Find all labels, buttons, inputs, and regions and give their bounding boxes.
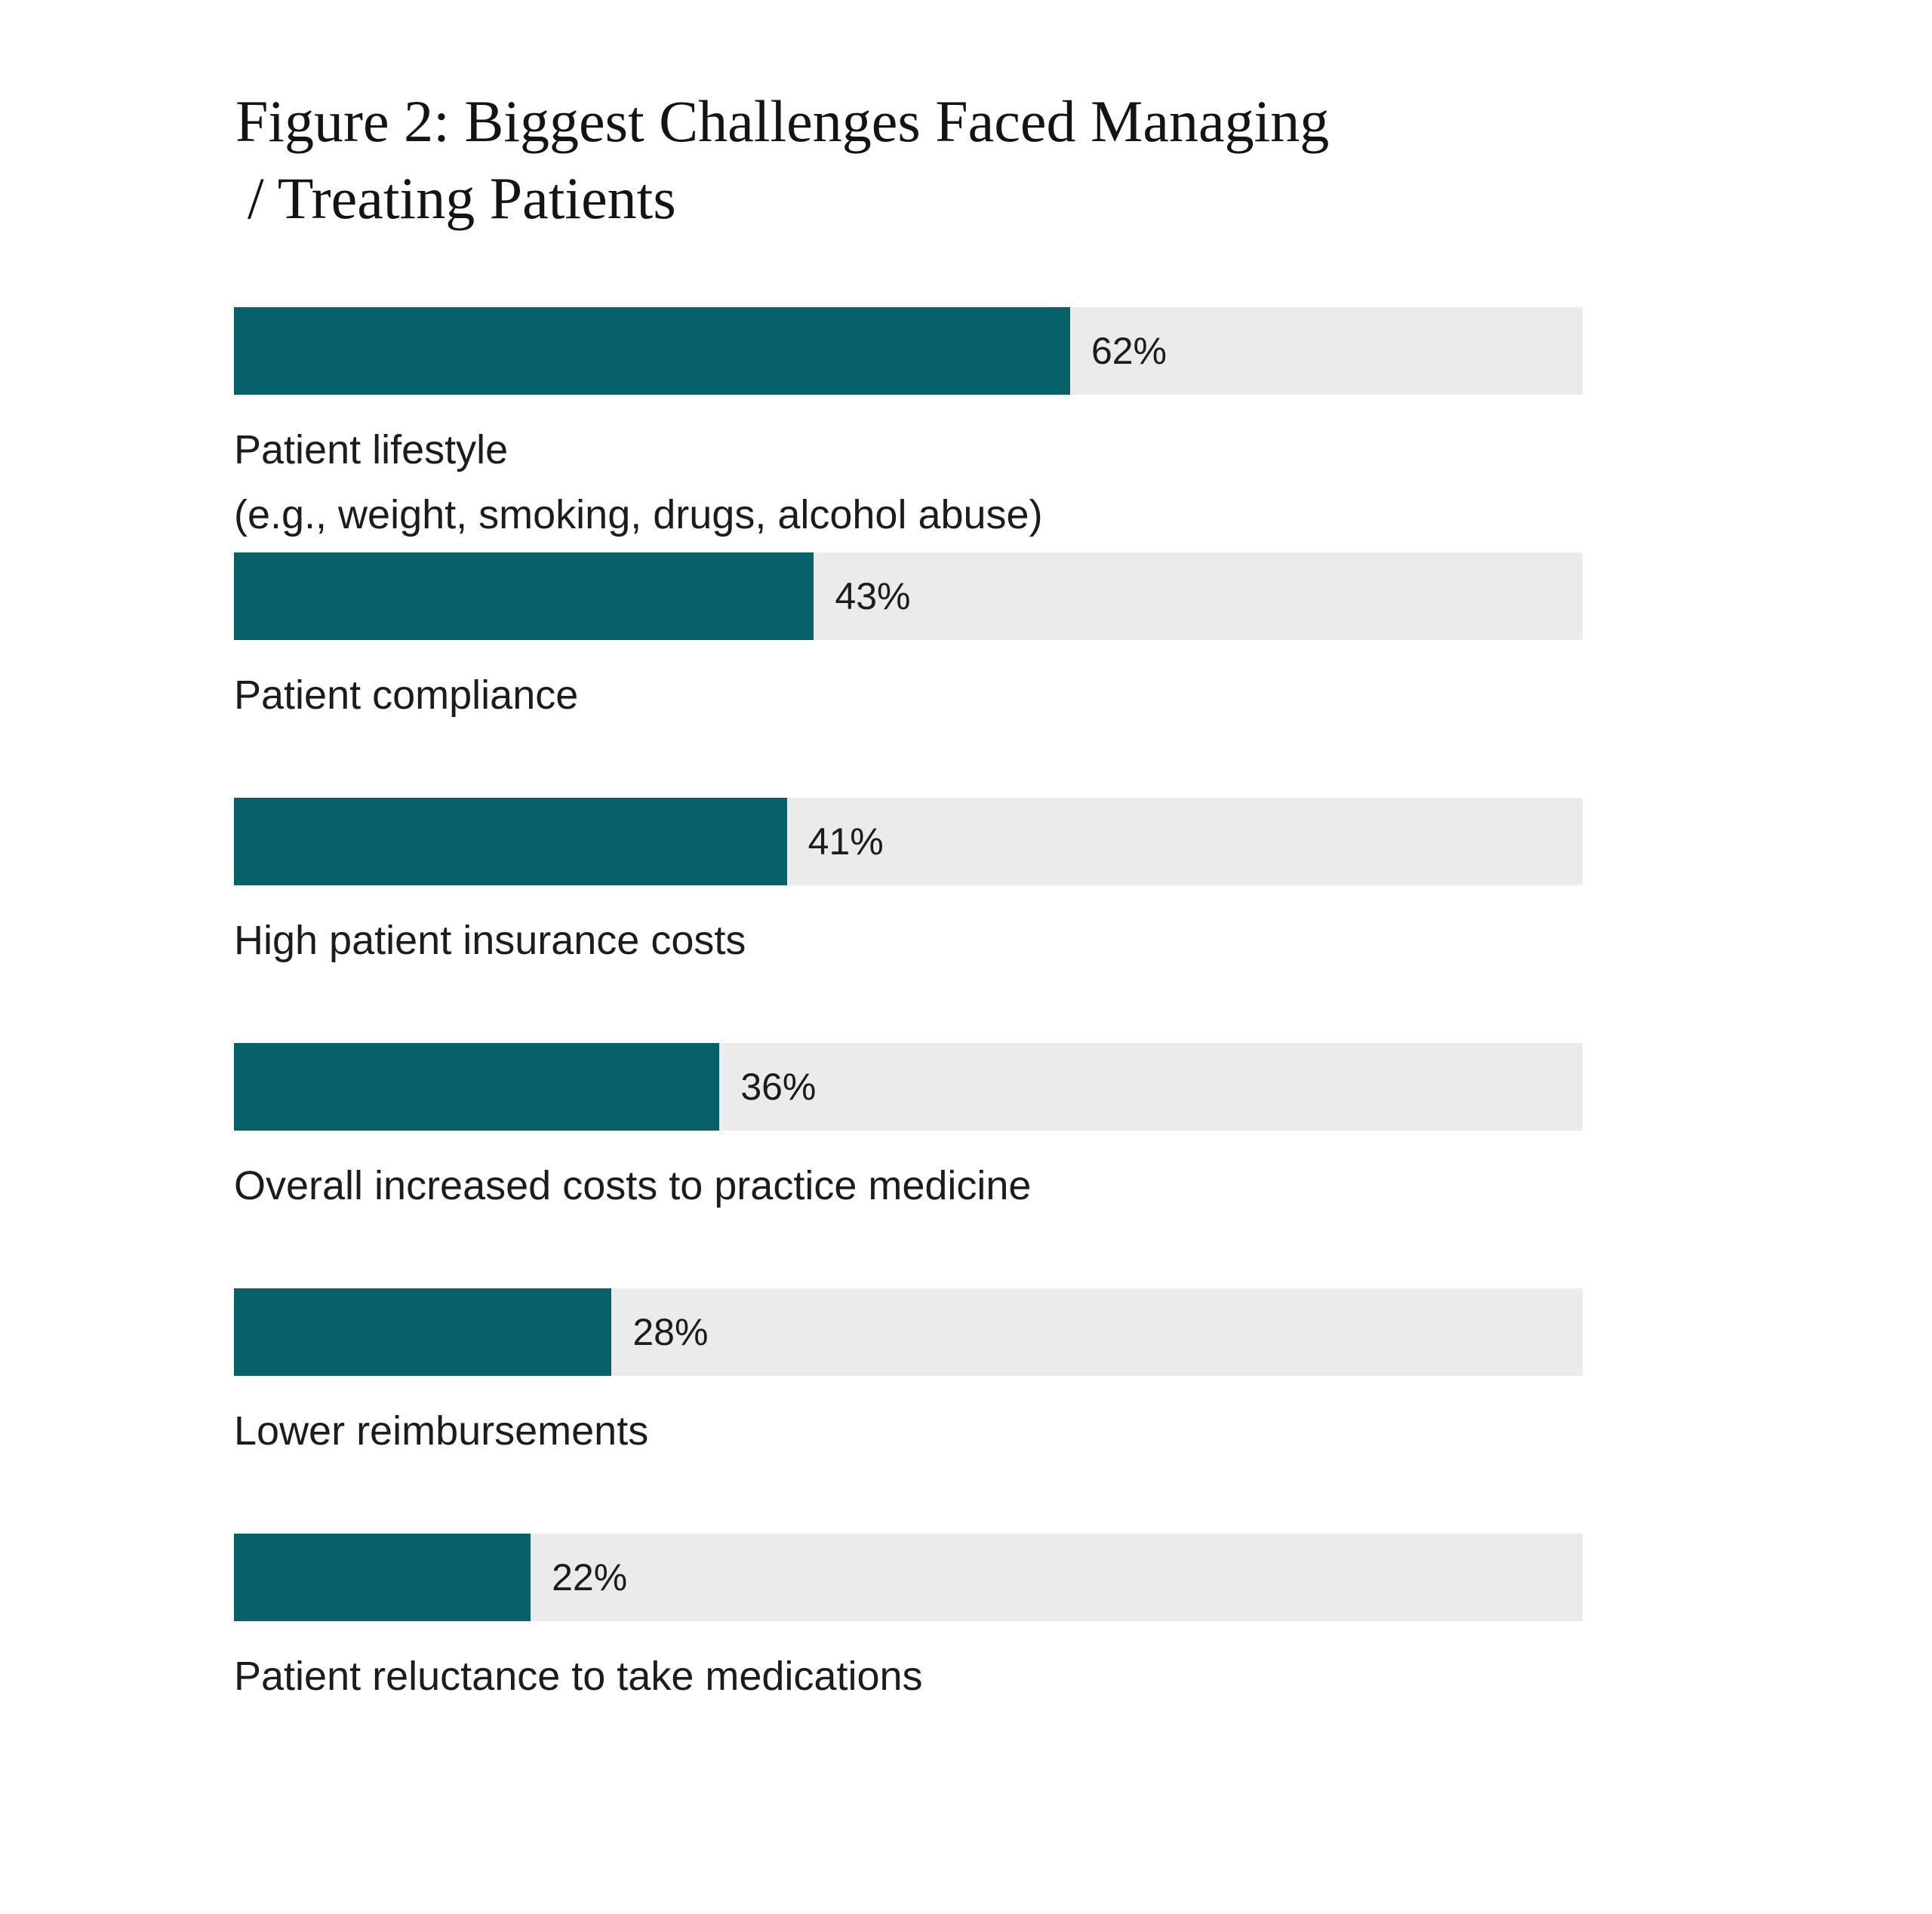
bar-category-label-line1: Lower reimbursements xyxy=(234,1408,649,1454)
bar-value-label: 62% xyxy=(1091,330,1168,372)
bar-row-overall-increased-costs: 36% Overall increased costs to practice … xyxy=(234,1043,1583,1288)
bar-category-label-line2: (e.g., weight, smoking, drugs, alcohol a… xyxy=(234,492,1043,537)
bar-category-label-line1: High patient insurance costs xyxy=(234,918,746,963)
bar-value-label: 36% xyxy=(740,1066,817,1108)
bar-fill xyxy=(234,552,814,640)
bar-value-label: 43% xyxy=(835,575,911,617)
bar-value-label: 28% xyxy=(632,1311,709,1353)
bar-track: 41% xyxy=(234,798,1583,885)
bar-category-label-line1: Patient reluctance to take medications xyxy=(234,1654,923,1699)
bar-row-patient-reluctance-medications: 22% Patient reluctance to take medicatio… xyxy=(234,1534,1583,1779)
bar-track: 43% xyxy=(234,552,1583,640)
bar-row-patient-lifestyle: 62% Patient lifestyle (e.g., weight, smo… xyxy=(234,307,1583,552)
figure-title: Figure 2: Biggest Challenges Faced Manag… xyxy=(235,83,1329,237)
figure-title-line1: Figure 2: Biggest Challenges Faced Manag… xyxy=(235,88,1330,154)
bar-fill xyxy=(234,1043,720,1131)
bar-track: 62% xyxy=(234,307,1583,395)
figure-title-line2: / Treating Patients xyxy=(248,165,676,231)
bar-value-label: 22% xyxy=(552,1556,628,1599)
bar-track: 36% xyxy=(234,1043,1583,1131)
bar-category-label: Patient compliance xyxy=(234,663,1583,728)
bar-value-label: 41% xyxy=(808,820,884,863)
bar-chart: 62% Patient lifestyle (e.g., weight, smo… xyxy=(234,307,1583,1779)
bar-category-label-line1: Patient lifestyle xyxy=(234,427,509,472)
bar-track: 28% xyxy=(234,1288,1583,1376)
bar-category-label-line1: Overall increased costs to practice medi… xyxy=(234,1163,1032,1208)
bar-fill xyxy=(234,307,1070,395)
bar-track: 22% xyxy=(234,1534,1583,1621)
bar-category-label: Patient lifestyle (e.g., weight, smoking… xyxy=(234,417,1583,547)
bar-category-label-line1: Patient compliance xyxy=(234,672,579,718)
bar-category-label: High patient insurance costs xyxy=(234,908,1583,973)
bar-category-label: Overall increased costs to practice medi… xyxy=(234,1153,1583,1218)
bar-category-label: Lower reimbursements xyxy=(234,1399,1583,1463)
bar-fill xyxy=(234,1288,612,1376)
bar-fill xyxy=(234,798,787,885)
bar-fill xyxy=(234,1534,531,1621)
bar-row-patient-compliance: 43% Patient compliance xyxy=(234,552,1583,798)
bar-row-lower-reimbursements: 28% Lower reimbursements xyxy=(234,1288,1583,1534)
bar-category-label: Patient reluctance to take medications xyxy=(234,1644,1583,1709)
bar-row-high-patient-insurance-costs: 41% High patient insurance costs xyxy=(234,798,1583,1043)
